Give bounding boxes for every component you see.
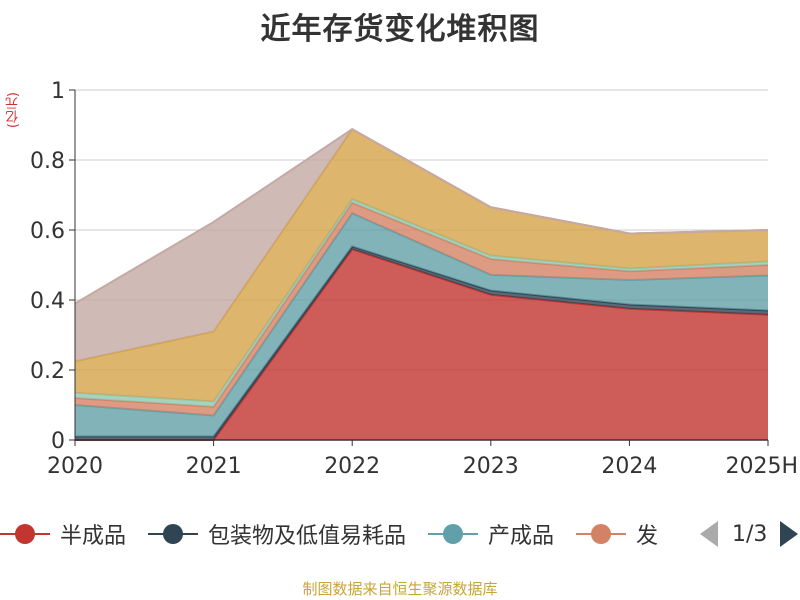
- legend-next-page-icon[interactable]: [780, 521, 799, 547]
- chart-title: 近年存货变化堆积图: [260, 12, 540, 47]
- legend-item[interactable]: 包装物及低值易耗品: [148, 518, 406, 550]
- data-source-note: 制图数据来自恒生聚源数据库: [302, 580, 498, 598]
- x-tick-label: 2025H: [725, 454, 798, 479]
- legend-item-label: 发: [636, 524, 659, 549]
- x-tick-label: 2020: [47, 454, 103, 479]
- legend-items: 半成品 包装物及低值易耗品 产成品 发: [0, 514, 680, 554]
- legend-item-label: 产成品: [488, 524, 555, 549]
- area-series-0: [75, 249, 768, 440]
- y-tick-label: 0.2: [30, 359, 65, 384]
- y-tick-label: 0.8: [30, 149, 65, 174]
- legend-viewport: 半成品 包装物及低值易耗品 产成品 发: [0, 514, 690, 554]
- x-tick-label: 2022: [324, 454, 380, 479]
- legend-prev-page-icon[interactable]: [700, 521, 718, 547]
- legend-item-label: 半成品: [60, 524, 127, 549]
- area-series-3: [75, 202, 768, 416]
- legend-marker-icon: [0, 522, 50, 546]
- legend-item[interactable]: 半成品: [0, 518, 126, 550]
- legend: 半成品 包装物及低值易耗品 产成品 发 1/3: [0, 514, 800, 554]
- axes: 0 0.2 0.4 0.6 0.8 1 2020 2021 2022 2023 2024 2025H: [30, 79, 798, 479]
- legend-marker-icon: [148, 522, 199, 546]
- x-tick-label: 2023: [463, 454, 519, 479]
- area-series-4: [75, 199, 768, 407]
- legend-item-label: 包装物及低值易耗品: [208, 524, 407, 549]
- area-series-2: [75, 213, 768, 437]
- y-tick-label: 0.6: [30, 219, 65, 244]
- area-series-1: [75, 246, 768, 440]
- legend-pager: 1/3: [700, 518, 799, 550]
- area-series-5: [75, 129, 768, 402]
- legend-marker-icon: [428, 522, 479, 546]
- legend-item[interactable]: 发: [576, 518, 658, 550]
- area-series-6: [75, 129, 768, 362]
- x-tick-label: 2021: [186, 454, 242, 479]
- legend-page-indicator: 1/3: [732, 521, 768, 547]
- legend-item[interactable]: 产成品: [428, 518, 554, 550]
- y-tick-label: 1: [51, 79, 65, 104]
- y-tick-label: 0: [51, 429, 65, 454]
- legend-marker-icon: [576, 522, 627, 546]
- y-tick-label: 0.4: [30, 289, 65, 314]
- area-series-line-6: [74, 128, 769, 305]
- area-series: [74, 127, 769, 441]
- x-tick-label: 2024: [601, 454, 657, 479]
